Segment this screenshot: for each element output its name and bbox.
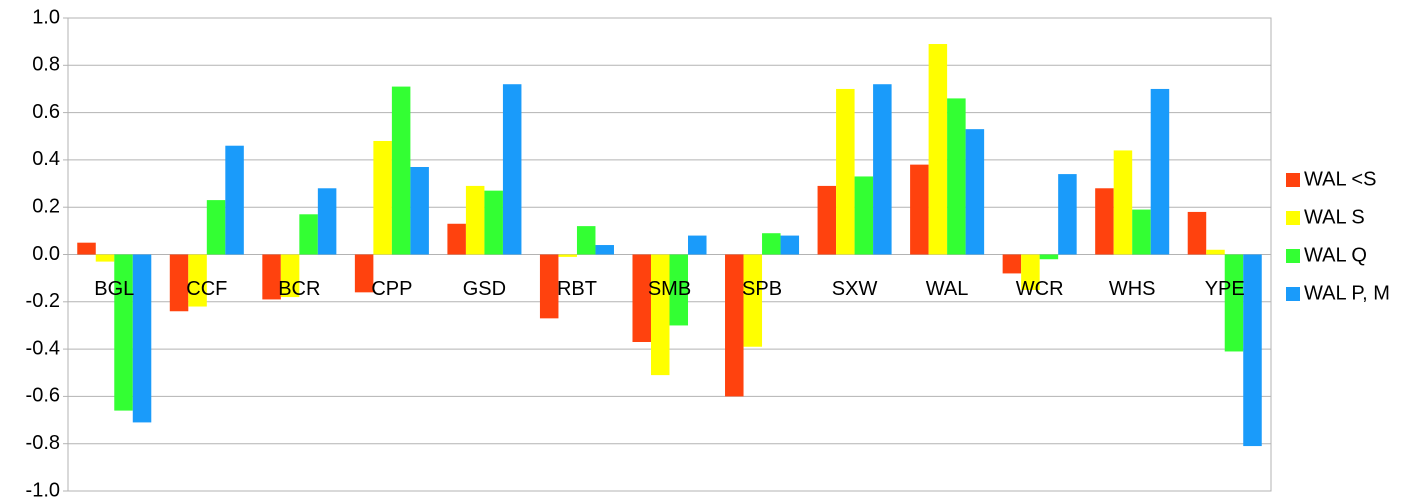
y-tick-label: -0.2	[26, 290, 60, 312]
bar	[410, 166, 429, 255]
bar	[650, 254, 670, 376]
bar	[539, 254, 559, 319]
y-tick-label: -0.4	[26, 337, 60, 359]
bar	[762, 233, 781, 255]
legend-label: WAL Q	[1304, 244, 1367, 266]
bar	[873, 84, 892, 255]
bar	[854, 176, 874, 255]
x-tick-label: WCR	[1016, 278, 1064, 300]
bar	[114, 254, 133, 411]
x-tick-label: BGL	[94, 278, 134, 300]
x-tick-label: BCR	[278, 278, 320, 300]
bar	[317, 188, 337, 255]
bar	[1113, 150, 1133, 255]
bar	[373, 140, 392, 255]
bar	[1224, 254, 1244, 352]
y-tick-label: 0.6	[32, 101, 60, 123]
bar	[262, 254, 281, 300]
legend-label: WAL <S	[1304, 168, 1376, 190]
y-tick-label: 0.8	[32, 54, 60, 76]
bar	[465, 185, 485, 255]
bar	[391, 86, 411, 255]
bar	[1058, 174, 1077, 255]
bar	[206, 200, 226, 255]
bar	[688, 235, 707, 255]
bar	[484, 190, 503, 255]
bar	[947, 98, 966, 255]
bar	[836, 88, 855, 255]
bar	[595, 245, 614, 255]
bar	[743, 254, 763, 347]
bar	[299, 214, 318, 255]
x-tick-label: YPE	[1205, 278, 1245, 300]
bar	[669, 254, 689, 326]
y-tick-label: 1.0	[32, 6, 60, 28]
y-tick-label: -0.6	[26, 385, 60, 407]
x-tick-label: RBT	[557, 278, 597, 300]
y-tick-label: -1.0	[26, 479, 60, 499]
x-tick-label: CPP	[371, 278, 412, 300]
bar	[225, 145, 244, 255]
legend-swatch	[1286, 287, 1300, 301]
bar	[632, 254, 651, 343]
x-tick-label: SPB	[742, 278, 782, 300]
bar	[1187, 211, 1207, 255]
bar	[280, 254, 300, 298]
legend-swatch	[1286, 173, 1300, 187]
bar	[965, 129, 985, 255]
bar	[817, 185, 837, 255]
y-tick-label: 0.2	[32, 195, 60, 217]
x-tick-label: SMB	[648, 278, 691, 300]
bar	[95, 254, 115, 262]
bar	[502, 84, 522, 255]
bar	[910, 164, 929, 255]
bar	[188, 254, 207, 307]
x-tick-label: CCF	[186, 278, 227, 300]
legend-swatch	[1286, 211, 1300, 225]
bar	[1150, 88, 1170, 255]
bar	[1206, 249, 1225, 255]
bar	[77, 242, 96, 255]
bar	[1021, 254, 1040, 290]
bar	[447, 223, 466, 255]
x-tick-label: WHS	[1109, 278, 1156, 300]
bar	[169, 254, 189, 312]
y-tick-label: -0.8	[26, 432, 60, 454]
plot-border	[67, 17, 1272, 492]
bar	[558, 254, 577, 257]
bar	[725, 254, 744, 397]
bar	[780, 235, 800, 255]
x-tick-label: SXW	[832, 278, 878, 300]
bar	[1039, 254, 1059, 260]
legend-label: WAL P, M	[1304, 282, 1390, 304]
bar	[928, 44, 948, 255]
bar	[576, 226, 596, 255]
y-tick-label: 0.0	[32, 243, 60, 265]
legend-swatch	[1286, 249, 1300, 263]
bar	[1243, 254, 1262, 447]
legend-label: WAL S	[1304, 206, 1365, 228]
y-tick-label: 0.4	[32, 148, 60, 170]
bar	[132, 254, 152, 423]
bar	[1095, 188, 1114, 255]
x-tick-label: WAL	[926, 278, 969, 300]
bar	[1132, 209, 1151, 255]
bar	[354, 254, 374, 293]
bar	[1002, 254, 1022, 274]
x-tick-label: GSD	[463, 278, 506, 300]
